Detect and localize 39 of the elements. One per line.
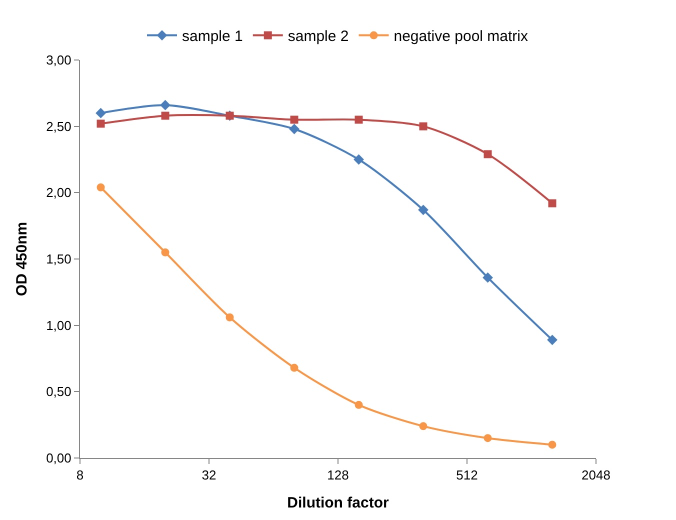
point <box>482 272 493 283</box>
point <box>226 313 234 322</box>
point <box>354 400 363 409</box>
point <box>290 364 298 372</box>
point <box>290 116 298 124</box>
y-tick-label: 3,00 <box>46 52 72 68</box>
x-axis-title: Dilution factor <box>287 494 389 512</box>
point <box>419 122 428 130</box>
point <box>547 334 558 346</box>
point <box>354 116 363 124</box>
point <box>484 434 492 442</box>
y-tick-label: 2,50 <box>46 118 72 134</box>
x-tick-label: 512 <box>456 468 478 483</box>
point <box>418 204 428 216</box>
point <box>96 120 105 128</box>
point <box>96 108 106 118</box>
point <box>548 199 556 208</box>
y-tick-label: 0,00 <box>46 450 72 466</box>
point <box>419 422 428 430</box>
point <box>354 154 364 165</box>
point <box>96 183 105 192</box>
y-axis-title: OD 450nm <box>13 222 30 296</box>
x-tick-label: 128 <box>327 468 349 483</box>
legend-label: sample 1 <box>182 28 243 46</box>
point <box>161 248 170 256</box>
legend-label: negative pool matrix <box>394 28 528 46</box>
x-tick-label: 8 <box>76 468 84 483</box>
y-tick-label: 0,50 <box>46 384 72 400</box>
point <box>160 100 170 110</box>
y-tick-label: 1,00 <box>46 318 72 333</box>
point <box>161 112 170 120</box>
y-tick-label: 1,50 <box>46 252 72 267</box>
point <box>484 150 492 158</box>
y-tick-label: 2,00 <box>46 185 72 200</box>
point <box>548 440 556 449</box>
point <box>289 124 300 134</box>
x-tick-label: 2048 <box>582 468 610 483</box>
x-tick-label: 32 <box>202 468 216 483</box>
legend-label: sample 2 <box>288 28 349 46</box>
